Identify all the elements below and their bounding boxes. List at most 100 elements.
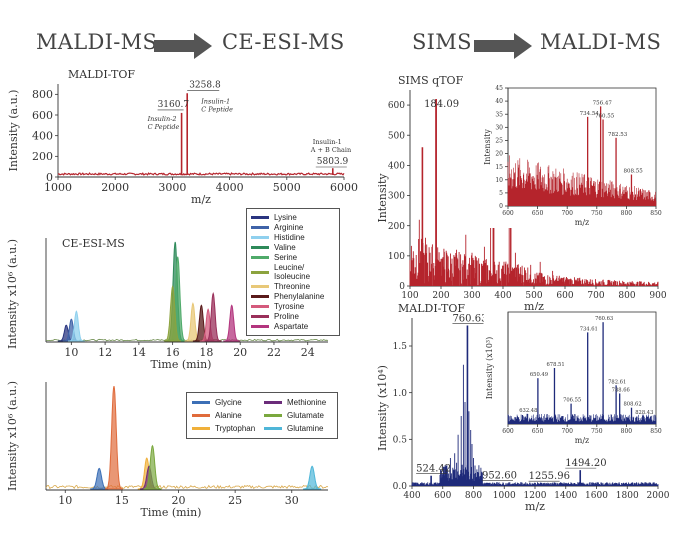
x-tick-label: 30 [285, 494, 299, 507]
peak-note: A + B Chain [310, 146, 351, 154]
legend-swatch [264, 401, 282, 404]
inset-peak-label: 756.47 [593, 100, 613, 106]
series-peak [303, 465, 322, 490]
y-tick-label: 15 [495, 164, 503, 171]
inset-peak-label: 782.53 [608, 132, 628, 138]
inset-peak-label: 632.48 [519, 408, 537, 414]
x-tick-label: 800 [621, 210, 633, 217]
legend-item: Glycine [192, 398, 260, 407]
inset-x-axis-label: m/z [575, 436, 590, 445]
x-tick-label: 900 [649, 291, 666, 301]
legend-item: Histidine [251, 233, 335, 242]
y-tick-label: 0.5 [393, 435, 408, 445]
x-tick-label: 700 [561, 210, 573, 217]
y-tick-label: 400 [32, 130, 53, 143]
x-axis-label: Time (min) [151, 358, 212, 371]
y-tick-label: 800 [32, 88, 53, 101]
legend-item: Arginine [251, 223, 335, 232]
inset-y-axis-label: Intensity [483, 129, 492, 165]
x-tick-label: 500 [525, 291, 542, 301]
y-tick-label: 500 [388, 131, 405, 141]
spectrum-baseline [57, 172, 345, 176]
peak-note: Insulin-2 [147, 115, 177, 123]
chart-title: SIMS qTOF [398, 74, 464, 87]
peak-label: 184.09 [424, 99, 459, 110]
x-tick-label: 800 [465, 491, 482, 501]
legend-ce-esi-ms-1: Lysine Arginine Histidine Valine Serine Leuci… [246, 208, 340, 336]
legend-label: Glutamate [287, 411, 324, 420]
y-axis-label: Intensity [376, 173, 389, 223]
header-right-from: SIMS [412, 30, 472, 54]
x-tick-label: 650 [532, 210, 544, 217]
y-tick-label: 20 [495, 151, 503, 158]
x-tick-label: 4000 [216, 181, 244, 194]
legend-label: Aspartate [274, 322, 309, 331]
legend-swatch [264, 414, 282, 417]
x-tick-label: 1200 [524, 491, 547, 501]
inset-peak-label: 828.43 [635, 410, 653, 416]
inset-peak-label: 760.63 [595, 316, 613, 322]
y-tick-label: 200 [32, 150, 53, 163]
y-tick-label: 600 [32, 109, 53, 122]
maldi-tof-insulin-axes: 1000 2000 3000 4000 5000 6000 0 200 400 600 800 MAL… [7, 68, 358, 206]
peak-note: Insulin-1 [313, 138, 342, 146]
inset-peak-label: 808.62 [624, 402, 642, 408]
y-axis-label: Intensity x10⁶ (a.u.) [6, 381, 19, 491]
legend-item: Methionine [264, 398, 332, 407]
header-left-to: CE-ESI-MS [222, 30, 345, 54]
arrow-right-icon [474, 33, 532, 59]
x-tick-label: 400 [403, 491, 420, 501]
x-axis-label: Time (min) [141, 506, 202, 519]
legend-swatch [251, 216, 269, 219]
peak-note: Insulin-1 [200, 97, 230, 105]
x-tick-label: 12 [98, 346, 112, 359]
header-right-to: MALDI-MS [540, 30, 662, 54]
inset-peak-label: 782.61 [608, 379, 626, 385]
y-tick-label: 0 [499, 203, 503, 210]
legend-label: Leucine/Isoleucine [274, 263, 311, 281]
inset-background [484, 310, 658, 446]
legend-item: Glutamate [264, 411, 332, 420]
series-peak [223, 304, 241, 342]
legend-swatch [251, 285, 269, 288]
x-tick-label: 16 [166, 346, 180, 359]
legend-label: Phenylalanine [274, 292, 325, 301]
x-tick-label: 600 [502, 210, 514, 217]
series-peak [68, 310, 85, 342]
x-tick-label: 800 [618, 291, 635, 301]
chart-title: MALDI-TOF [68, 68, 135, 81]
x-tick-label: 300 [463, 291, 480, 301]
x-tick-label: 22 [267, 346, 281, 359]
inset-peak-label: 734.61 [580, 326, 598, 332]
peak-label: 952.60 [482, 470, 517, 481]
legend-item: Leucine/Isoleucine [251, 263, 335, 281]
x-tick-label: 200 [432, 291, 449, 301]
x-axis-label: m/z [191, 193, 211, 206]
legend-ce-esi-ms-2: Glycine Methionine Alanine Glutamate Tryptop… [186, 392, 338, 439]
peak-label: 1494.20 [565, 458, 606, 469]
legend-label: Glycine [215, 398, 242, 407]
inset-x-axis-label: m/z [575, 218, 590, 227]
legend-item: Proline [251, 312, 335, 321]
inset-y-axis-label: Intensity (x10³) [485, 337, 494, 400]
x-tick-label: 600 [556, 291, 573, 301]
ce-esi-ms-2-axes: 10 15 20 25 30 Time (min) Intensity x10⁶ (a.u.… [6, 381, 329, 519]
legend-label: Arginine [274, 223, 304, 232]
x-tick-label: 700 [561, 428, 573, 435]
maldi-inset-axes: 600 650 700 750 800 850 m/z Intensity (x10³) 632… [484, 310, 662, 446]
chart-title: MALDI-TOF [398, 302, 465, 315]
x-tick-label: 1000 [44, 181, 72, 194]
peak-label: 1255.96 [529, 471, 570, 482]
legend-swatch [264, 427, 282, 430]
y-axis-label: Intensity x10⁶ (a.u.) [6, 239, 19, 349]
y-axis-label: Intensity (x10⁴) [376, 365, 389, 451]
legend-label: Tryptophan [215, 424, 256, 433]
legend-item: Threonine [251, 282, 335, 291]
legend-swatch [251, 295, 269, 298]
x-tick-label: 750 [591, 210, 603, 217]
x-axis-label: m/z [525, 500, 545, 513]
legend-swatch [251, 315, 269, 318]
legend-item: Phenylalanine [251, 292, 335, 301]
x-tick-label: 20 [172, 494, 186, 507]
